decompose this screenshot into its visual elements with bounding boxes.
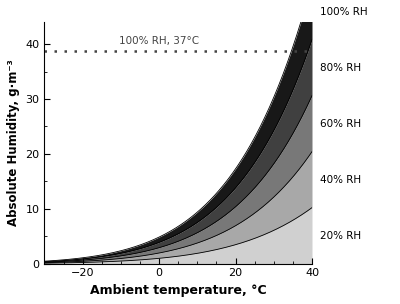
Text: 60% RH: 60% RH <box>320 119 362 129</box>
Text: 40% RH: 40% RH <box>320 174 362 185</box>
X-axis label: Ambient temperature, °C: Ambient temperature, °C <box>90 284 266 297</box>
Text: 80% RH: 80% RH <box>320 63 362 73</box>
Text: 100% RH: 100% RH <box>320 7 368 17</box>
Text: 100% RH, 37°C: 100% RH, 37°C <box>119 36 199 46</box>
Text: 20% RH: 20% RH <box>320 231 362 241</box>
Y-axis label: Absolute Humidity, g·m⁻³: Absolute Humidity, g·m⁻³ <box>7 60 20 226</box>
